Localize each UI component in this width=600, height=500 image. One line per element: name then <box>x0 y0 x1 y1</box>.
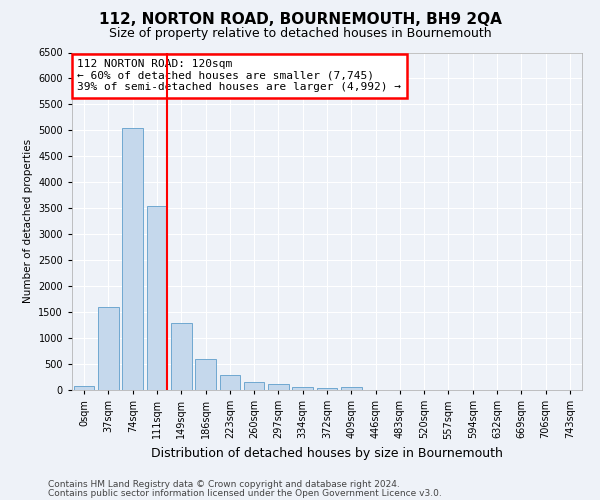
Bar <box>244 382 265 390</box>
Bar <box>268 384 289 390</box>
Text: Contains public sector information licensed under the Open Government Licence v3: Contains public sector information licen… <box>48 489 442 498</box>
Bar <box>220 375 240 390</box>
Text: 112 NORTON ROAD: 120sqm
← 60% of detached houses are smaller (7,745)
39% of semi: 112 NORTON ROAD: 120sqm ← 60% of detache… <box>77 59 401 92</box>
Text: Size of property relative to detached houses in Bournemouth: Size of property relative to detached ho… <box>109 28 491 40</box>
Bar <box>292 386 313 390</box>
Bar <box>74 386 94 390</box>
Bar <box>171 322 191 390</box>
Bar <box>98 307 119 390</box>
Bar <box>122 128 143 390</box>
Bar <box>341 387 362 390</box>
Bar <box>195 359 216 390</box>
Bar <box>146 206 167 390</box>
Text: Contains HM Land Registry data © Crown copyright and database right 2024.: Contains HM Land Registry data © Crown c… <box>48 480 400 489</box>
Text: 112, NORTON ROAD, BOURNEMOUTH, BH9 2QA: 112, NORTON ROAD, BOURNEMOUTH, BH9 2QA <box>98 12 502 28</box>
Y-axis label: Number of detached properties: Number of detached properties <box>23 139 32 304</box>
Bar <box>317 388 337 390</box>
X-axis label: Distribution of detached houses by size in Bournemouth: Distribution of detached houses by size … <box>151 447 503 460</box>
